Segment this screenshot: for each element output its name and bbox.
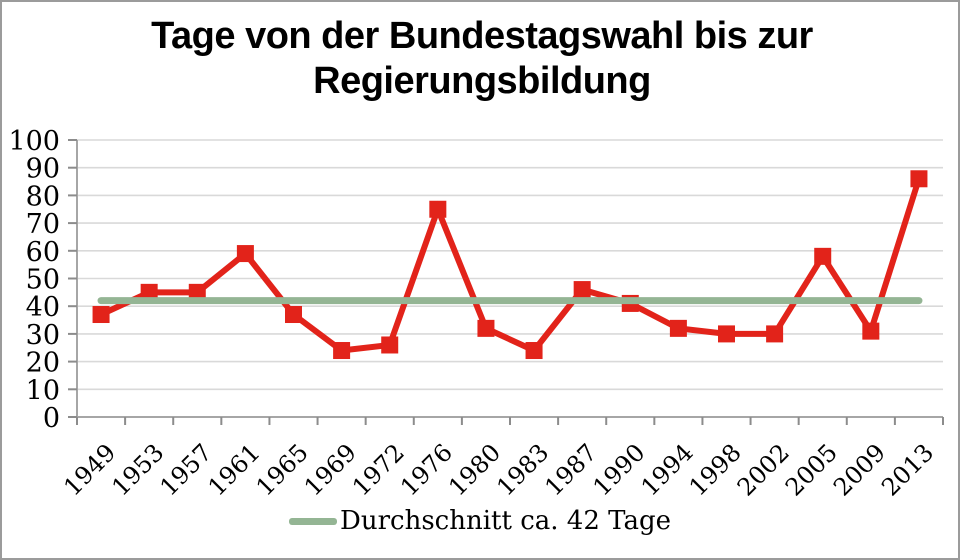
x-tick-label: 1969 [299, 438, 362, 501]
y-tick-label: 50 [26, 265, 60, 296]
legend: Durchschnitt ca. 42 Tage [2, 506, 958, 536]
x-tick-label: 1957 [155, 438, 218, 501]
y-tick-label: 10 [26, 375, 60, 406]
data-point-marker [333, 342, 351, 360]
series-line [98, 175, 922, 355]
data-point-marker [573, 281, 591, 299]
y-tick-label: 80 [26, 181, 60, 212]
x-tick-label: 1980 [443, 438, 506, 501]
x-tick-label: 2009 [828, 438, 891, 501]
x-tick-label: 1990 [588, 438, 651, 501]
data-point-marker [477, 319, 495, 337]
series-markers [92, 170, 928, 360]
y-tick-label: 100 [8, 126, 60, 157]
data-point-marker [910, 170, 928, 188]
data-point-marker [766, 325, 784, 343]
chart-title: Tage von der Bundestagswahl bis zur Regi… [151, 15, 813, 102]
x-tick-label: 1953 [106, 438, 169, 501]
x-tick-label: 1998 [684, 438, 747, 501]
data-point-marker [92, 306, 110, 324]
x-tick-label: 1965 [251, 438, 314, 501]
data-point-marker [381, 336, 399, 354]
data-point-marker [236, 245, 254, 263]
x-tick-label: 1972 [347, 438, 410, 501]
x-tick-label: 1987 [539, 438, 602, 501]
x-tick-label: 1949 [58, 438, 121, 501]
data-point-marker [669, 319, 687, 337]
data-point-marker [862, 322, 880, 340]
legend-label: Durchschnitt ca. 42 Tage [340, 506, 671, 536]
y-tick-label: 30 [26, 320, 60, 351]
y-tick-label: 90 [26, 154, 60, 185]
x-tick-label: 1961 [203, 438, 266, 501]
x-tick-label: 2013 [876, 438, 939, 501]
y-tick-label: 60 [26, 237, 60, 268]
x-tick-label: 2002 [732, 438, 795, 501]
x-axis-labels: 1949195319571961196519691972197619801983… [58, 438, 939, 501]
x-tick-label: 1983 [491, 438, 554, 501]
average-line-swatch [289, 517, 337, 525]
data-point-marker [525, 342, 543, 360]
y-tick-label: 70 [26, 209, 60, 240]
data-point-marker [718, 325, 735, 343]
axes-and-ticks [68, 139, 944, 425]
data-point-marker [140, 283, 158, 301]
y-tick-label: 20 [26, 348, 60, 379]
y-tick-label: 40 [26, 292, 60, 323]
data-point-marker [188, 283, 206, 301]
x-tick-label: 2005 [780, 438, 843, 501]
data-point-marker [429, 200, 447, 218]
x-tick-label: 1994 [636, 438, 699, 501]
data-point-marker [814, 247, 832, 265]
y-tick-label: 0 [43, 403, 60, 434]
data-point-marker [285, 306, 302, 324]
x-tick-label: 1976 [395, 438, 458, 501]
gridlines [77, 139, 943, 418]
